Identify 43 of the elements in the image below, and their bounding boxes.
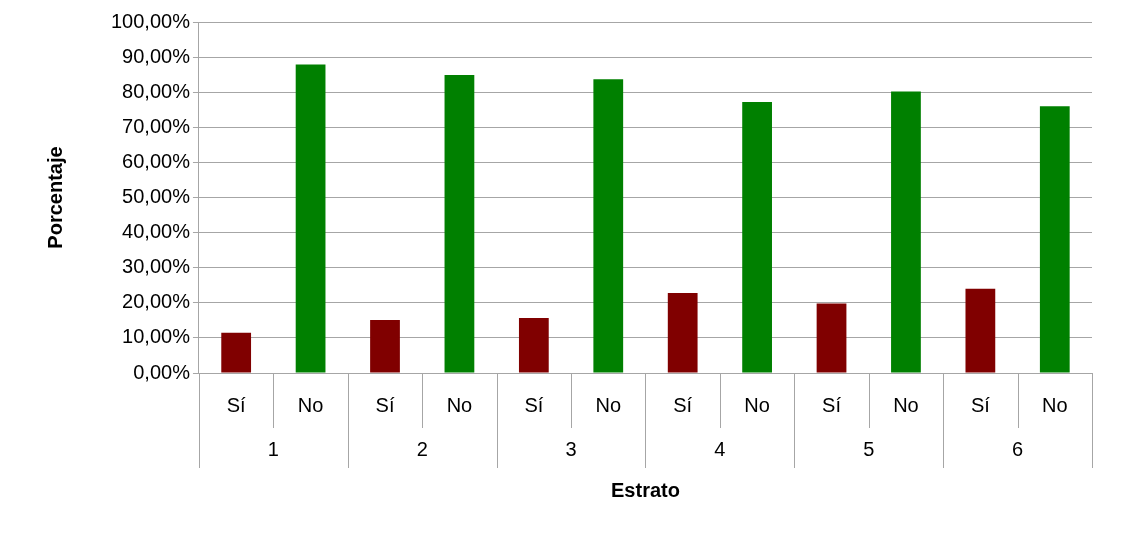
bar [370,320,400,373]
series-label: Sí [226,393,247,416]
y-tick-label: 20,00% [122,290,191,313]
text: Sí [673,393,693,416]
y-tick-label: 10,00% [122,325,191,348]
bar [444,75,475,373]
bar [742,102,772,373]
y-tick-label: 70,00% [122,114,191,137]
text: No [1042,393,1068,416]
x-tick-label: 1 [267,437,279,460]
text: Sí [524,393,544,416]
x-tick-label: 6 [1012,437,1024,460]
bar [221,332,252,373]
bar [667,292,698,373]
text: Sí [970,393,990,416]
y-tick-label: 30,00% [122,255,191,278]
bar [518,317,549,373]
text: No [446,393,473,416]
text: No [893,393,919,416]
text: Sí [822,393,841,416]
text: No [744,393,770,416]
text: No [595,393,622,416]
y-tick-label: 40,00% [122,220,191,243]
bar [816,303,847,373]
x-tick-label: 3 [565,437,577,460]
y-tick-label: 0,00% [133,360,191,383]
bar [1039,106,1070,373]
x-tick-label: 5 [863,437,875,460]
bar [891,91,921,373]
x-axis-title: Estrato [611,478,680,501]
y-tick-label: 90,00% [122,44,191,67]
y-tick-label: 100,00% [110,9,191,32]
x-tick-label: 2 [416,437,428,460]
y-tick-label: 50,00% [122,185,191,208]
y-tick-label: 80,00% [122,79,191,102]
bar [965,288,996,373]
series-label: No [297,393,324,416]
bar [593,79,624,373]
bar [295,64,326,373]
text: Sí [375,393,395,416]
y-tick-label: 60,00% [122,149,191,172]
y-axis-title: Porcentaje [43,146,66,249]
x-tick-label: 4 [714,437,726,460]
